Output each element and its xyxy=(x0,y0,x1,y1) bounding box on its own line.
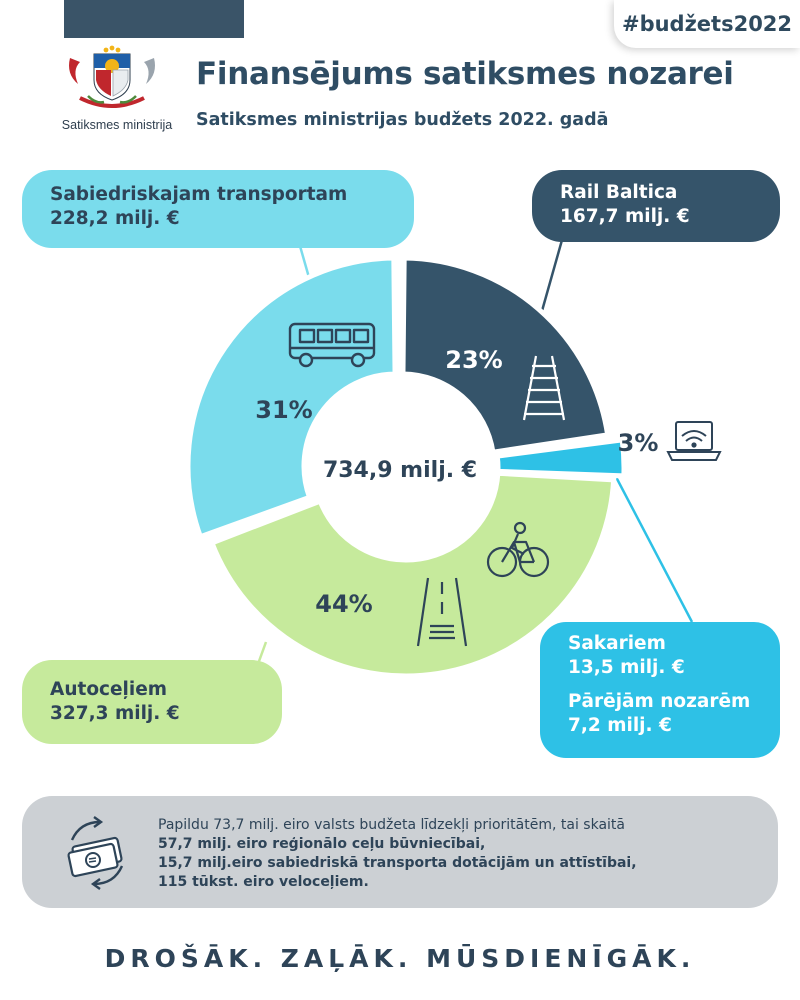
callout-sabiedriskais-amount: 228,2 milj. € xyxy=(50,208,180,229)
callout-other-amount: 7,2 milj. € xyxy=(568,715,672,736)
info-line-2: 57,7 milj. eiro reģionālo ceļu būvniecīb… xyxy=(158,836,486,852)
callout-sabiedriskais-name: Sabiedriskajam transportam xyxy=(50,184,348,205)
leader-line-sakari xyxy=(602,453,694,623)
laptop-wifi-icon xyxy=(666,421,722,461)
info-text: Papildu 73,7 milj. eiro valsts budžeta l… xyxy=(158,816,768,892)
info-line-1: Papildu 73,7 milj. eiro valsts budžeta l… xyxy=(158,817,625,833)
callout-rail: Rail Baltica 167,7 milj. € xyxy=(532,170,780,242)
callout-rail-name: Rail Baltica xyxy=(560,182,678,203)
slice-label-auto: 44% xyxy=(315,590,372,618)
footer-slogan: DROŠĀK. ZAĻĀK. MŪSDIENĪGĀK. xyxy=(104,944,696,973)
slice-label-sabiedriskais: 31% xyxy=(255,396,312,424)
callout-auto-name: Autoceļiem xyxy=(50,679,168,700)
leader-line-rail xyxy=(538,239,564,319)
top-accent-bar xyxy=(64,0,244,38)
callout-sabiedriskais: Sabiedriskajam transportam 228,2 milj. € xyxy=(22,170,414,248)
slice-rail xyxy=(400,255,611,456)
callout-auto: Autoceļiem 327,3 milj. € xyxy=(22,660,282,744)
road-icon xyxy=(416,577,468,647)
slice-sabiedriskais xyxy=(185,255,398,540)
callout-sakari: Sakariem 13,5 milj. € Pārējām nozarēm 7,… xyxy=(540,622,780,758)
callout-rail-amount: 167,7 milj. € xyxy=(560,206,690,227)
slice-label-rail: 23% xyxy=(445,346,502,374)
bus-icon xyxy=(288,322,376,368)
bicycle-icon xyxy=(486,521,550,578)
money-exchange-icon xyxy=(67,816,124,890)
ministry-name: Satiksmes ministrija xyxy=(61,118,173,132)
info-line-4: 115 tūkst. eiro veloceļiem. xyxy=(158,874,369,890)
info-line-3: 15,7 milj.eiro sabiedriskā transporta do… xyxy=(158,855,637,871)
slice-auto xyxy=(208,470,617,679)
callout-sakari-amount: 13,5 milj. € xyxy=(568,657,685,678)
donut-slices xyxy=(185,255,627,679)
callout-auto-amount: 327,3 milj. € xyxy=(50,703,180,724)
hashtag-badge: #budžets2022 xyxy=(614,0,800,48)
info-box xyxy=(22,796,778,908)
slice-label-sakari: 3% xyxy=(618,429,659,457)
chart-center-label: 734,9 milj. € xyxy=(323,458,477,483)
railway-icon xyxy=(522,355,566,421)
callout-other-name: Pārējām nozarēm xyxy=(568,691,751,712)
callout-sakari-name: Sakariem xyxy=(568,633,666,654)
page-title: Finansējums satiksmes nozarei xyxy=(196,56,734,92)
coat-of-arms-logo xyxy=(69,45,155,108)
page-subtitle: Satiksmes ministrijas budžets 2022. gadā xyxy=(196,110,609,130)
